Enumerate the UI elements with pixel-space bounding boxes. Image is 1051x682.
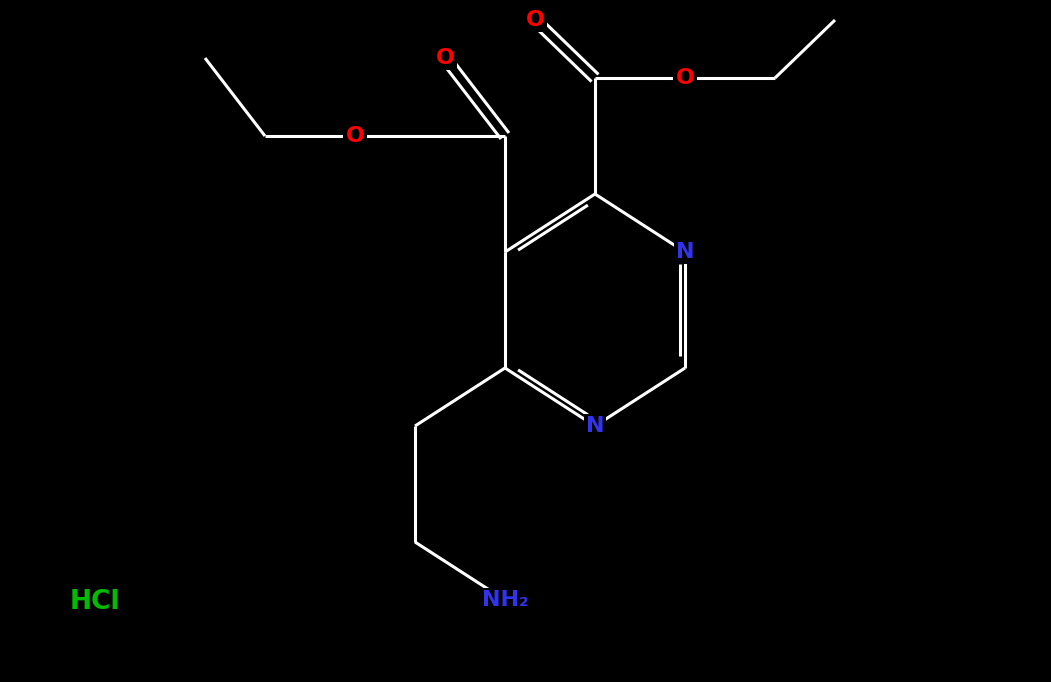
- Text: O: O: [526, 10, 544, 30]
- Text: HCl: HCl: [69, 589, 120, 615]
- Text: O: O: [346, 126, 365, 146]
- Text: O: O: [435, 48, 454, 68]
- Text: O: O: [676, 68, 695, 88]
- Text: N: N: [676, 242, 695, 262]
- Text: NH₂: NH₂: [481, 590, 529, 610]
- Text: N: N: [585, 416, 604, 436]
